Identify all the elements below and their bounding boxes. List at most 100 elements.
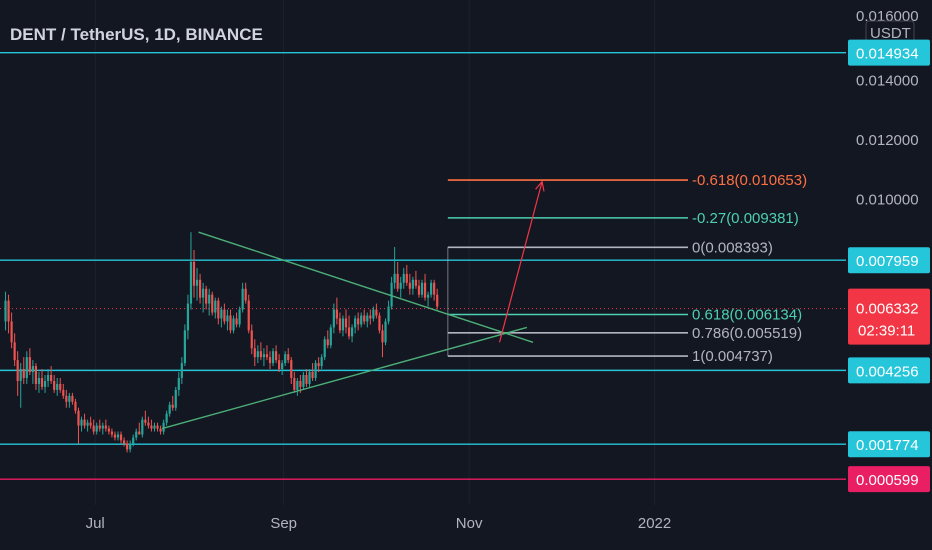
candle-body xyxy=(299,380,302,387)
candle-body xyxy=(241,288,244,310)
candle-body xyxy=(104,425,107,429)
price-axis-background xyxy=(846,0,932,550)
candle-body xyxy=(341,318,345,331)
candle-body xyxy=(335,309,338,319)
candle-body xyxy=(138,431,141,435)
candle-body xyxy=(308,372,311,384)
candle-body xyxy=(92,425,95,432)
candle-body xyxy=(83,419,86,426)
fib-level-label: -0.618(0.010653) xyxy=(692,172,807,189)
fib-level-label: 0.786(0.005519) xyxy=(692,325,802,342)
candle-body xyxy=(129,443,132,450)
time-tick-label: Sep xyxy=(270,515,297,532)
candle-body xyxy=(141,419,144,435)
candle-body xyxy=(423,282,427,298)
candle-body xyxy=(37,377,41,384)
countdown-label: 02:39:11 xyxy=(858,323,915,340)
candle-body xyxy=(195,279,199,286)
candle-body xyxy=(4,300,7,322)
level-price-badge-label: 0.007959 xyxy=(856,253,919,270)
candle-body xyxy=(56,383,59,390)
candle-body xyxy=(433,282,436,295)
candle-body xyxy=(430,282,433,295)
candle-body xyxy=(183,330,186,364)
candle-body xyxy=(372,309,375,319)
candle-body xyxy=(43,380,47,387)
candle-body xyxy=(189,261,193,304)
candle-body xyxy=(314,363,317,378)
candle-body xyxy=(150,425,153,429)
candle-body xyxy=(171,404,174,408)
level-price-badge xyxy=(848,431,930,458)
candle-body xyxy=(107,428,110,432)
candle-body xyxy=(357,318,360,325)
candle-body xyxy=(62,389,65,396)
candle-body xyxy=(46,375,50,381)
projection-arrow-head xyxy=(535,180,545,192)
candle-body xyxy=(271,351,275,364)
level-price-badge xyxy=(848,466,930,493)
candle-body xyxy=(293,377,296,390)
candle-body xyxy=(417,285,421,295)
candle-body xyxy=(77,410,80,426)
candle-body xyxy=(144,419,147,423)
candle-body xyxy=(101,425,104,429)
candle-body xyxy=(290,360,293,378)
candle-body xyxy=(116,434,120,438)
candle-body xyxy=(244,288,247,301)
candle-body xyxy=(326,339,329,346)
ascending-support-trendline xyxy=(161,326,528,430)
candle-body xyxy=(360,315,363,325)
candle-body xyxy=(302,375,305,387)
candle-body xyxy=(208,294,211,304)
candle-body xyxy=(420,282,424,295)
candle-body xyxy=(232,318,235,331)
candle-body xyxy=(168,404,171,414)
level-price-badge-label: 0.004256 xyxy=(856,363,919,380)
candle-body xyxy=(338,318,342,331)
level-price-badge xyxy=(848,247,930,274)
candle-body xyxy=(375,309,378,316)
candle-body xyxy=(89,422,92,426)
candle-body xyxy=(278,360,281,370)
candle-body xyxy=(369,315,372,319)
candle-body xyxy=(159,428,162,432)
candle-body xyxy=(217,300,220,319)
candle-body xyxy=(247,300,250,331)
candle-body xyxy=(281,363,284,370)
candle-body xyxy=(262,354,266,358)
candle-body xyxy=(95,425,98,432)
candle-body xyxy=(320,357,323,367)
price-tick-label: 0.014000 xyxy=(856,72,919,89)
candle-body xyxy=(211,294,214,313)
fib-level-label: -0.27(0.009381) xyxy=(692,210,799,227)
candle-body xyxy=(350,327,354,337)
candle-body xyxy=(74,401,77,411)
candle-body xyxy=(390,282,393,307)
candle-body xyxy=(28,357,31,373)
level-price-badge-label: 0.001774 xyxy=(856,437,919,454)
candle-body xyxy=(238,309,241,325)
candle-body xyxy=(22,369,25,378)
candle-body xyxy=(7,300,10,322)
candle-body xyxy=(126,443,129,450)
time-tick-label: Jul xyxy=(86,515,105,532)
candle-body xyxy=(165,413,168,423)
fib-level-label: 0(0.008393) xyxy=(692,239,773,256)
level-price-badge xyxy=(848,357,930,384)
candle-body xyxy=(399,282,402,289)
horizontal-levels xyxy=(0,51,846,480)
candle-body xyxy=(256,351,259,358)
price-tick-label: 0.012000 xyxy=(856,132,919,149)
candle-body xyxy=(86,422,89,426)
candle-body xyxy=(323,339,326,358)
candle-body xyxy=(332,309,335,328)
candle-body xyxy=(265,354,269,358)
candle-body xyxy=(135,431,138,438)
candle-body xyxy=(259,351,262,358)
candle-body xyxy=(223,309,226,322)
candle-body xyxy=(284,354,287,364)
